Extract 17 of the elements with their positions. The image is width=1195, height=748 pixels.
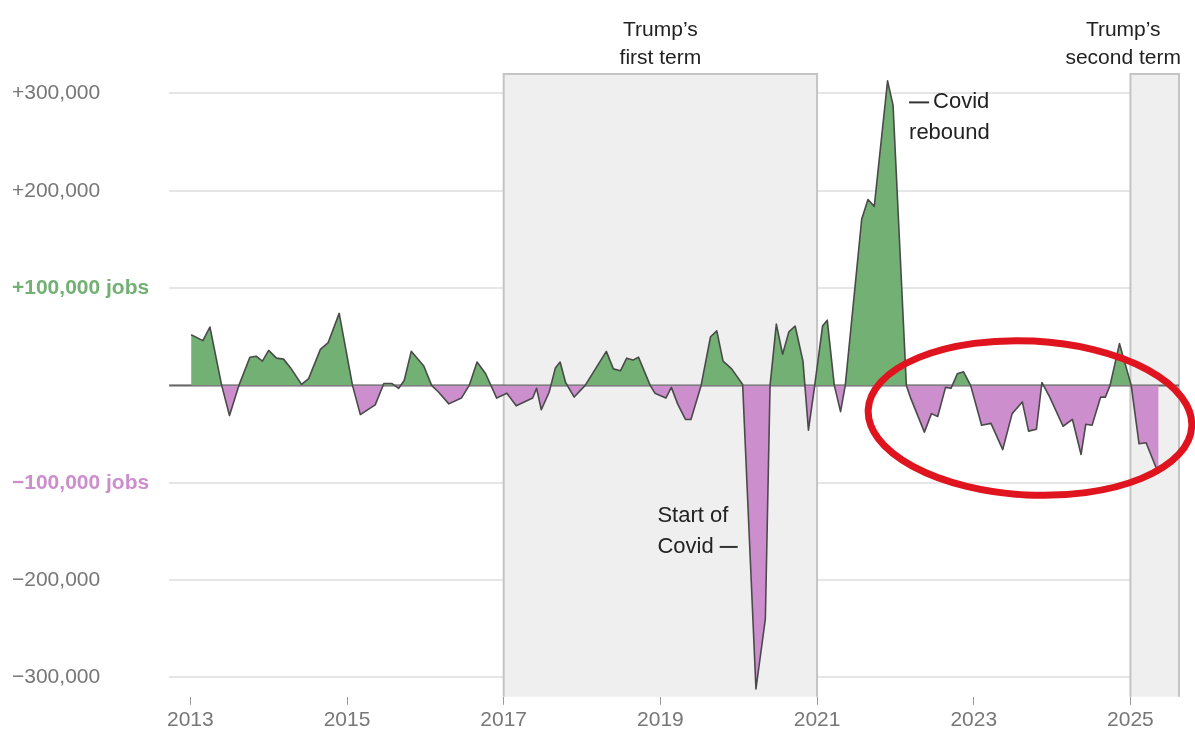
y-tick-label: −100,000 jobs bbox=[12, 469, 150, 493]
x-tick-label: 2021 bbox=[793, 707, 841, 731]
y-tick-label: +100,000 jobs bbox=[12, 274, 150, 298]
x-tick-label: 2023 bbox=[950, 707, 998, 731]
x-tick-label: 2017 bbox=[480, 707, 528, 731]
x-tick-label: 2025 bbox=[1107, 707, 1154, 731]
y-tick-label: +300,000 bbox=[12, 80, 101, 104]
band-label: Trump’s second term bbox=[1065, 17, 1182, 68]
x-tick-label: 2019 bbox=[637, 707, 684, 731]
y-tick-label: +200,000 bbox=[12, 177, 101, 201]
x-tick-label: 2013 bbox=[166, 707, 214, 731]
annotation: Covid rebound bbox=[909, 88, 990, 145]
band-label: Trump’s first term bbox=[619, 17, 702, 68]
y-tick-label: −200,000 bbox=[12, 566, 101, 590]
x-tick-label: 2015 bbox=[323, 707, 371, 731]
annotation: Start of Covid bbox=[657, 502, 730, 558]
y-tick-label: −300,000 bbox=[12, 664, 101, 688]
